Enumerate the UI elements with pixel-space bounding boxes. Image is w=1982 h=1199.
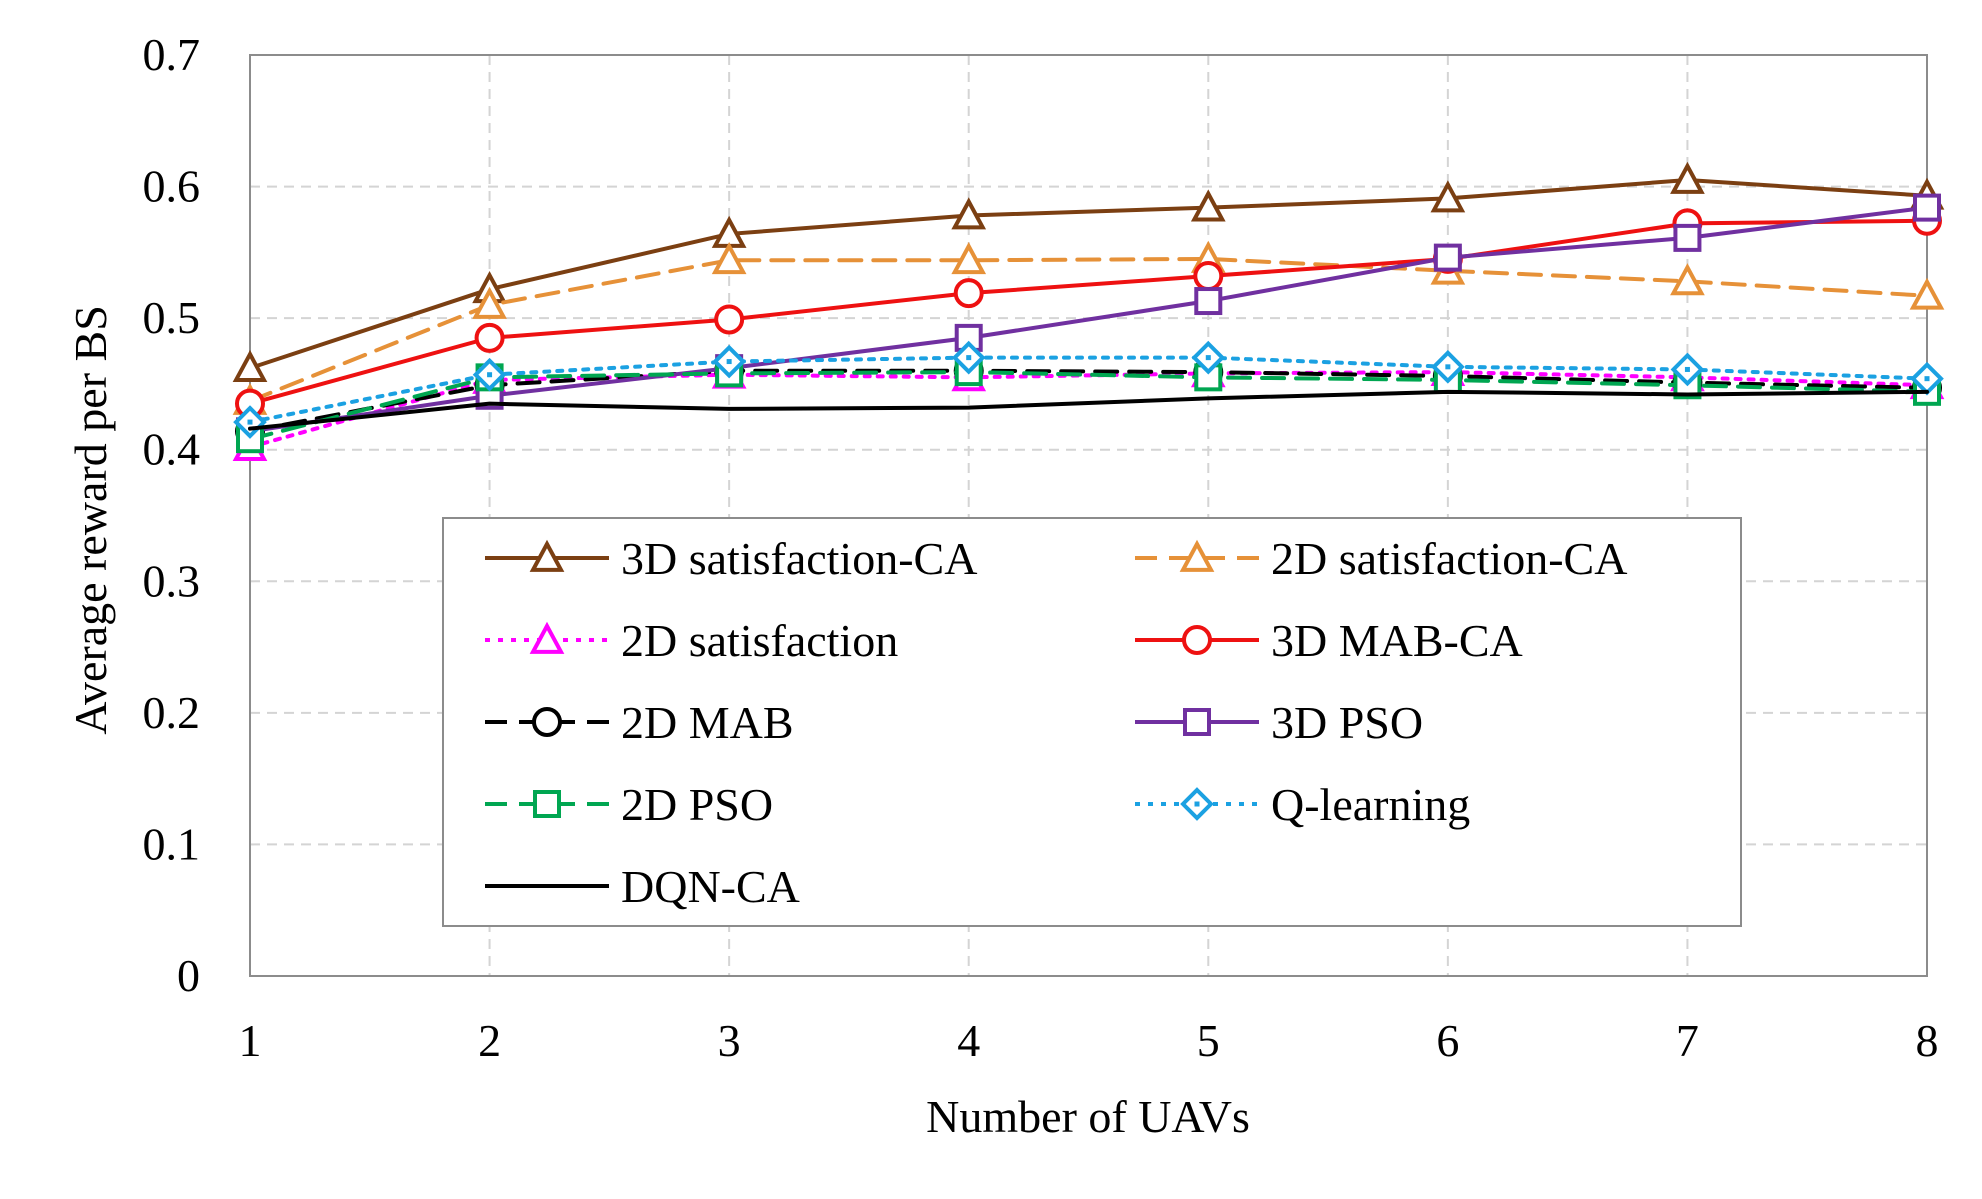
- x-tick-label: 4: [957, 1015, 980, 1066]
- legend-box: [442, 517, 1742, 927]
- legend-label: DQN-CA: [621, 861, 800, 912]
- legend-label: Q-learning: [1271, 779, 1470, 830]
- data-point: [472, 286, 507, 319]
- legend-item: 3D PSO: [1135, 697, 1423, 748]
- legend-swatch-marker: [532, 707, 562, 737]
- series-line: [248, 355, 1929, 425]
- data-point: [951, 242, 987, 275]
- data-point: [1913, 193, 1941, 222]
- legend: 3D satisfaction-CA 2D satisfaction-CA 2D s…: [442, 517, 1742, 927]
- data-point: [474, 322, 505, 353]
- data-point: [951, 197, 987, 230]
- x-tick-label: 7: [1676, 1015, 1699, 1066]
- legend-swatch-marker: [1179, 539, 1215, 572]
- legend-label: 2D satisfaction: [621, 615, 898, 666]
- y-axis-ticks: 0 0.1 0.2 0.3 0.4 0.5 0.6 0.7: [143, 29, 201, 1001]
- legend-swatch-marker: [1183, 708, 1211, 736]
- x-axis-ticks: 1 2 3 4 5 6 7 8: [239, 1015, 1939, 1066]
- data-point: [953, 278, 984, 309]
- series-line: [248, 177, 1929, 371]
- legend-label: 3D PSO: [1271, 697, 1423, 748]
- legend-item: 2D MAB: [485, 697, 794, 748]
- data-point: [1433, 243, 1462, 272]
- x-tick-label: 6: [1436, 1015, 1459, 1066]
- y-tick-label: 0.6: [143, 161, 201, 212]
- x-tick-label: 8: [1916, 1015, 1939, 1066]
- legend-item: 2D satisfaction: [485, 615, 898, 666]
- plot-area-border: [249, 54, 1928, 977]
- legend-label: 3D satisfaction-CA: [621, 533, 977, 584]
- legend-label: 3D MAB-CA: [1271, 615, 1523, 666]
- series-line: [248, 368, 1929, 434]
- legend-label: 2D MAB: [621, 697, 794, 748]
- series-line: [248, 205, 1929, 434]
- diamond-center: [487, 372, 493, 378]
- y-tick-label: 0: [177, 950, 200, 1001]
- legend-swatch-marker: [529, 621, 565, 654]
- y-tick-label: 0.5: [143, 292, 201, 343]
- y-tick-label: 0.2: [143, 687, 201, 738]
- data-point: [1670, 352, 1705, 387]
- data-point: [1670, 263, 1705, 296]
- legend-label: 2D satisfaction-CA: [1271, 533, 1627, 584]
- legend-item: DQN-CA: [485, 861, 800, 912]
- series-line: [248, 370, 1929, 442]
- legend-item: 2D satisfaction-CA: [1135, 533, 1627, 584]
- data-point: [1431, 349, 1465, 384]
- x-tick-label: 5: [1197, 1015, 1220, 1066]
- diamond-center: [966, 355, 972, 361]
- series-line: [248, 256, 1929, 404]
- diamond-center: [1194, 801, 1200, 807]
- diamond-center: [1445, 364, 1451, 370]
- legend-item: 3D satisfaction-CA: [485, 533, 977, 584]
- data-point: [712, 344, 746, 379]
- series-dqn-ca: [248, 389, 1929, 431]
- legend-item: 2D PSO: [485, 779, 773, 830]
- data-point: [951, 340, 986, 375]
- series-q-learning: [233, 340, 1944, 439]
- y-tick-label: 0.7: [143, 29, 201, 80]
- diamond-center: [1924, 376, 1930, 382]
- y-tick-label: 0.1: [143, 818, 201, 869]
- series-3d-pso: [236, 193, 1941, 446]
- diamond-center: [1205, 355, 1211, 361]
- series-line: [248, 370, 1929, 450]
- data-point: [1430, 180, 1466, 213]
- diamond-center: [1684, 366, 1690, 372]
- series-layer: [232, 161, 1945, 461]
- data-point: [232, 349, 268, 383]
- data-point: [1670, 161, 1705, 194]
- series-line: [248, 218, 1929, 406]
- x-tick-label: 3: [718, 1015, 741, 1066]
- diamond-center: [726, 359, 732, 365]
- x-tick-label: 1: [239, 1015, 262, 1066]
- legend-swatch-marker: [533, 790, 561, 818]
- data-point: [1193, 261, 1224, 292]
- legend-label: 2D PSO: [621, 779, 773, 830]
- data-point: [1909, 277, 1945, 310]
- data-point: [1190, 189, 1226, 222]
- legend-swatch-marker: [1182, 625, 1212, 655]
- data-point: [1673, 223, 1702, 252]
- diamond-center: [247, 419, 253, 425]
- data-point: [1191, 340, 1226, 375]
- y-tick-label: 0.4: [143, 424, 201, 475]
- legend-item: 3D MAB-CA: [1135, 615, 1523, 666]
- legend-item: Q-learning: [1135, 779, 1470, 830]
- y-axis-label: Average reward per BS: [65, 305, 116, 735]
- data-point: [711, 242, 747, 275]
- data-point: [472, 357, 507, 392]
- x-axis-label: Number of UAVs: [926, 1091, 1250, 1142]
- data-point: [714, 304, 745, 335]
- y-tick-label: 0.3: [143, 555, 201, 606]
- x-tick-label: 2: [478, 1015, 501, 1066]
- data-point: [1194, 287, 1223, 316]
- series-line: [248, 389, 1929, 431]
- legend-swatch-marker: [1180, 787, 1214, 821]
- legend-swatch-marker: [529, 539, 565, 572]
